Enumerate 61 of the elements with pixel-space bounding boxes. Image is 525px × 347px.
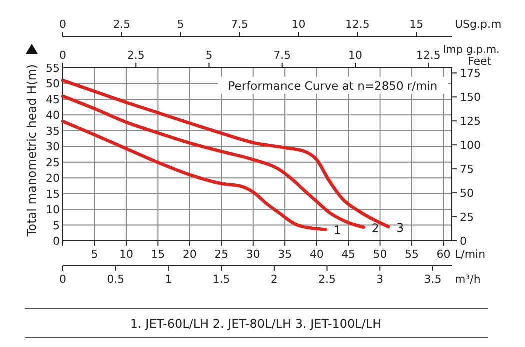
x-tick-label: 12.5 [345,18,370,31]
y-tick-label: 45 [46,93,60,106]
y2-tick-label: 50 [460,187,474,200]
y-axis-title: Total manometric head H(m) [25,64,39,238]
x-axis-title: m³/h [455,273,481,286]
y2-tick-label: 150 [460,91,481,104]
y-tick-label: 30 [46,140,60,154]
x-tick-label: 2 [270,273,278,286]
x-tick-label: 10 [292,18,306,31]
x-tick-label: 35 [278,248,292,261]
x-tick-label: 10 [119,248,134,261]
series-label: 2 [372,221,380,236]
x2-tick-label: 10 [348,49,362,62]
y-tick-label: 55 [46,62,60,75]
x-tick-label: 45 [342,248,356,261]
series-label: 1 [334,224,342,238]
x-tick-label: 25 [214,248,229,261]
y2-tick-label: 175 [460,67,481,80]
x-tick-label: 7.5 [231,18,249,31]
x-tick-label: 0.5 [107,273,125,286]
x-tick-label: 2.5 [113,18,131,31]
x-axis-title: L/min [455,248,486,261]
x-tick-label: 30 [246,248,260,261]
y-tick-label: 0 [53,235,60,248]
x-tick-label: 1.5 [212,273,230,286]
x-tick-label: 40 [310,248,324,261]
x2-axis-title: Imp g.p.m. [443,44,500,56]
y-tick-label: 10 [46,204,60,217]
x-tick-label: 60 [436,248,451,261]
x-tick-label: 55 [405,248,420,261]
x2-tick-label: 5 [206,49,213,62]
y2-tick-label: 25 [460,211,474,224]
y2-tick-label: 125 [460,115,481,128]
x2-tick-label: 7.5 [274,49,292,62]
x-tick-label: 15 [410,18,424,31]
x-tick-label: 5 [91,248,98,261]
y-tick-label: 5 [53,219,60,232]
y-tick-label: 25 [46,156,60,170]
x-tick-label: 3 [376,273,384,286]
series-label: 3 [396,220,404,235]
y-tick-label: 40 [46,109,60,122]
x-axis-title: USg.p.m [455,18,502,31]
x-tick-label: 1 [165,273,172,286]
x-tick-label: 5 [177,18,184,31]
x2-tick-label: 2.5 [127,49,145,62]
x-tick-label: 3.5 [424,273,442,286]
x2-tick-label: 12.5 [416,49,441,62]
x-tick-label: 15 [151,248,166,261]
x-tick-label: 20 [182,248,197,261]
x-tick-label: 2.5 [318,273,336,286]
text: 1. JET-60L/LH 2. JET-80L/LH 3. JET-100L/LH [130,317,382,331]
y-tick-label: 50 [46,78,60,91]
y-tick-label: 35 [46,124,60,138]
y2-tick-label: 75 [460,163,474,176]
y-tick-label: 15 [46,188,60,201]
y-tick-label: 20 [46,172,60,186]
y2-tick-label: 100 [460,139,481,152]
x-tick-label: 50 [373,248,388,261]
y2-tick-label: 0 [460,235,467,248]
text: Performance Curve at n=2850 r/min [228,79,438,93]
y2-axis-title: Feet [468,55,492,68]
